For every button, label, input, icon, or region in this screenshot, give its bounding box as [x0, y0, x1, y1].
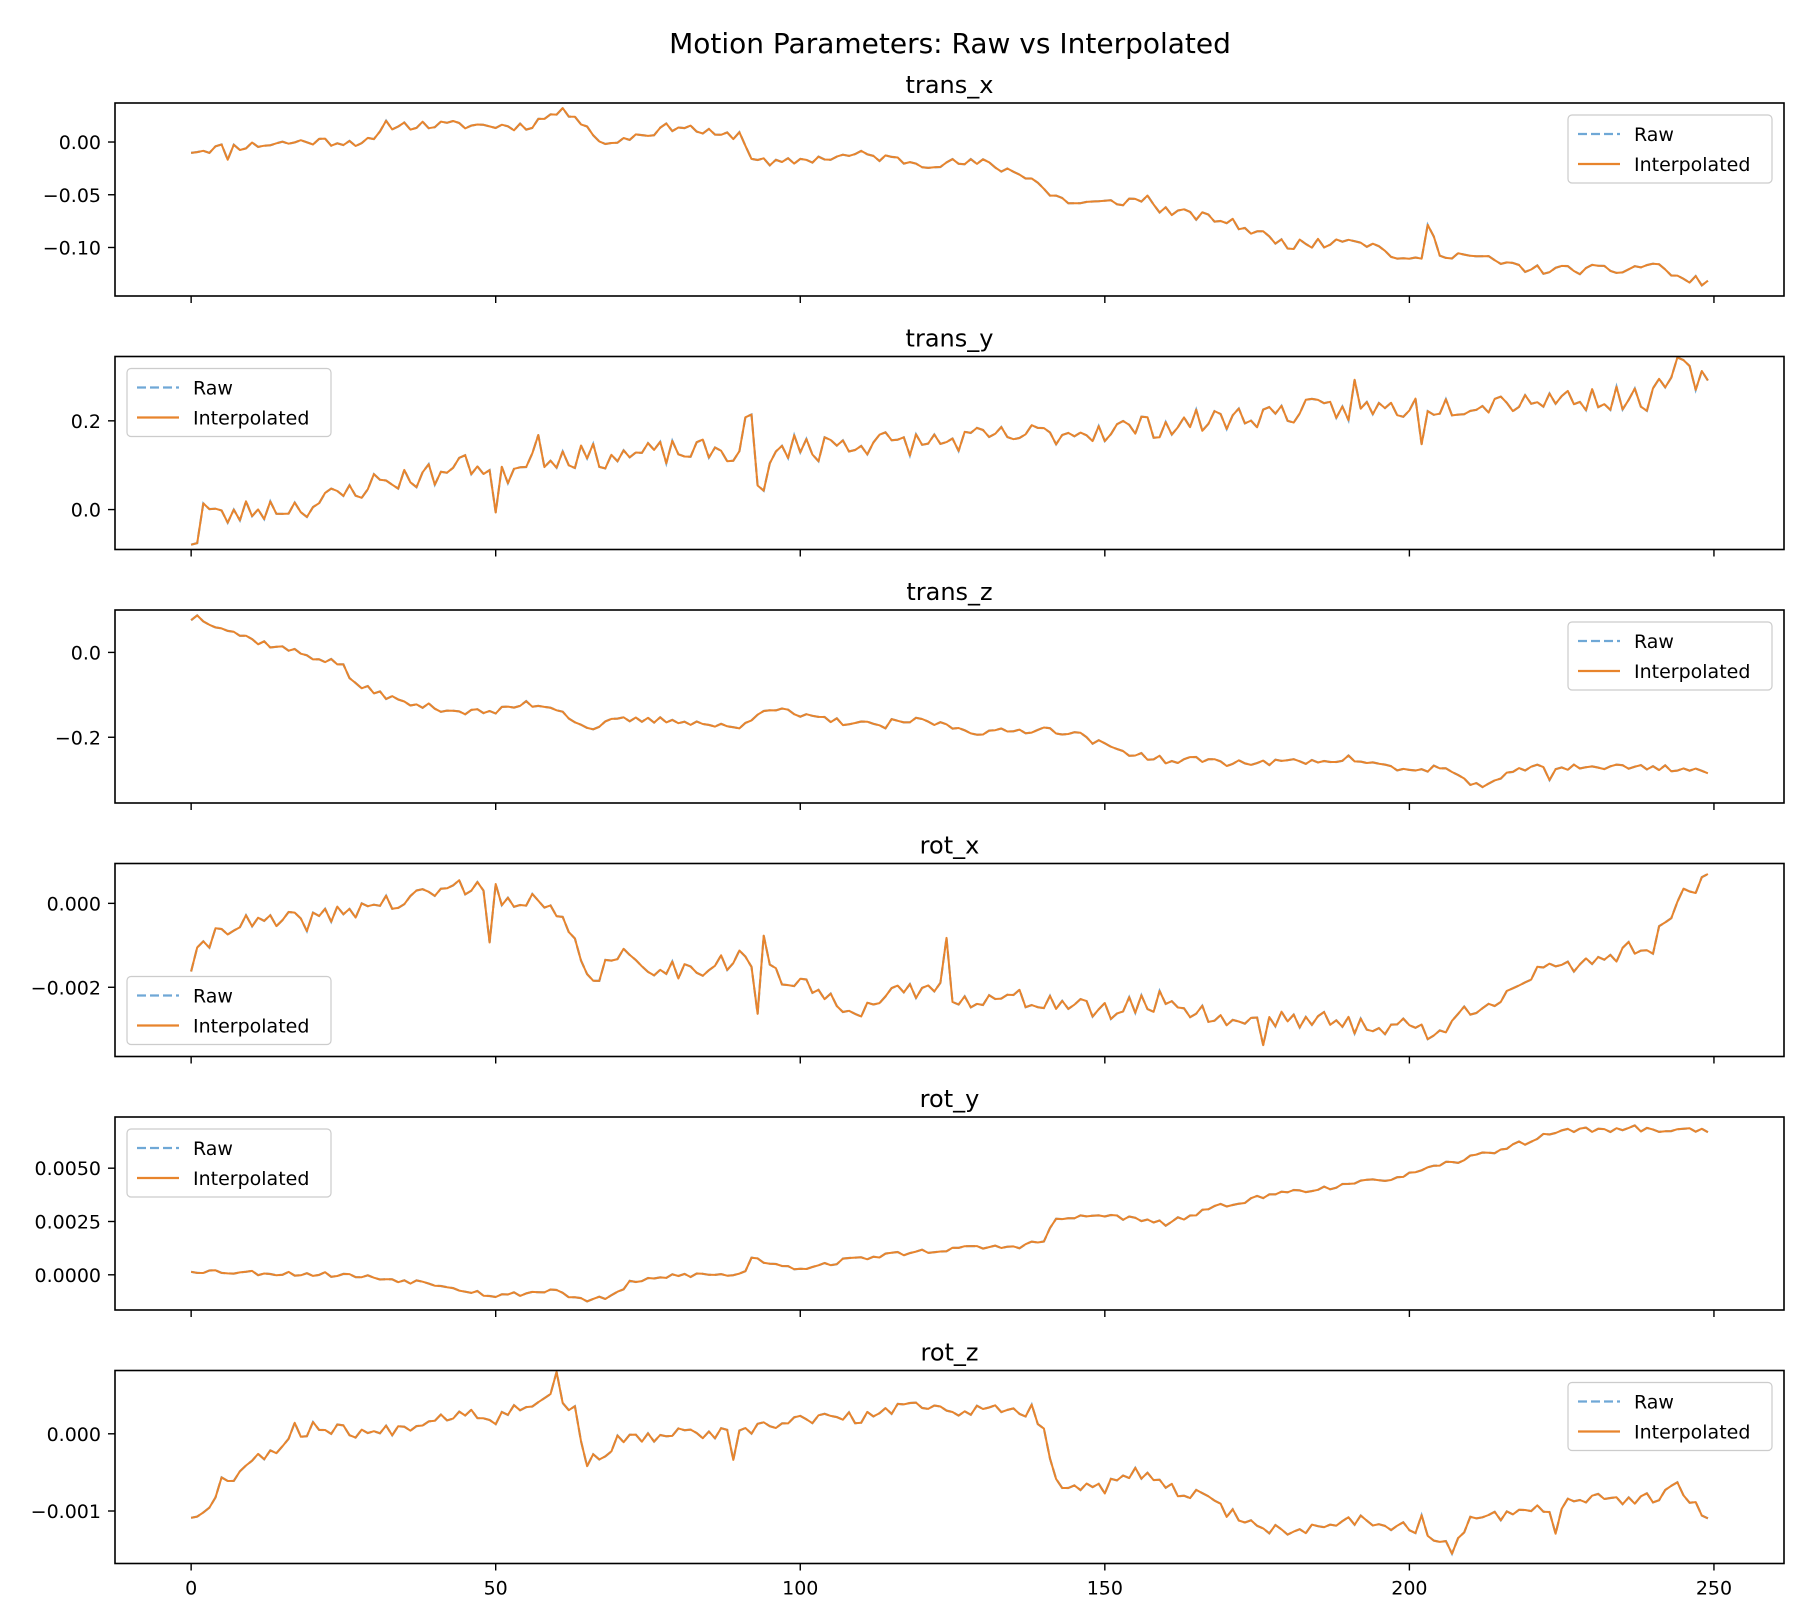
legend: Raw Interpolated: [126, 1128, 332, 1198]
legend-item-interpolated-label: Interpolated: [193, 1168, 309, 1190]
y-tick-label: −0.10: [43, 237, 101, 259]
subplot-title: trans_y: [906, 325, 994, 353]
legend-box: [1567, 1381, 1773, 1452]
series-line-raw: [190, 356, 1709, 546]
y-tick-label: 0.0000: [35, 1265, 101, 1287]
axes-frame: [114, 1369, 1785, 1565]
series-line-raw: [190, 613, 1709, 789]
y-tick-label: −0.2: [55, 727, 101, 749]
x-tick-label: 50: [484, 1578, 508, 1600]
subplot-rot-x: rot_x −0.002 0.000 Raw Interpolated: [31, 832, 1785, 1064]
axes-frame: [114, 862, 1785, 1058]
axes-frame: [114, 1116, 1785, 1311]
legend-item-raw-label: Raw: [193, 986, 233, 1008]
subplots: trans_x−0.10−0.050.00 RawInterpolatedtran…: [31, 71, 1785, 1600]
subplot-trans-y: trans_y 0.0 0.2 Raw Interpolated: [71, 325, 1785, 557]
x-tick-label: 200: [1391, 1578, 1427, 1600]
axes-frame: [114, 102, 1785, 297]
axes-frame: [114, 609, 1785, 804]
y-tick-label: 0.000: [47, 1424, 101, 1446]
x-tick-label: 100: [782, 1578, 818, 1600]
subplot-rot-z: rot_z 0 50 100 150 200 250 −0.001 0.000 Raw Interp…: [31, 1339, 1785, 1600]
x-tick-label: 250: [1696, 1578, 1732, 1600]
y-tick-label: 0.00: [59, 132, 101, 154]
x-tick-label: 150: [1087, 1578, 1123, 1600]
legend-item-raw-label: Raw: [1634, 124, 1674, 146]
series-line-interpolated: [190, 1370, 1709, 1555]
y-tick-label: 0.0050: [35, 1158, 101, 1180]
legend-item-raw-label: Raw: [1634, 1392, 1674, 1414]
legend-item-raw-label: Raw: [1634, 631, 1674, 653]
series-line-interpolated: [190, 1124, 1709, 1303]
subplot-title: rot_z: [920, 1339, 978, 1367]
legend-item-interpolated-label: Interpolated: [1634, 154, 1750, 176]
legend: Raw Interpolated: [126, 367, 332, 438]
x-tick-label: 0: [185, 1578, 197, 1600]
y-tick-label: 0.0: [71, 642, 101, 664]
subplot-title: trans_z: [906, 578, 992, 606]
subplot-title: rot_x: [920, 832, 980, 860]
series-line-interpolated: [190, 614, 1709, 789]
subplot-title: rot_y: [920, 1085, 980, 1113]
figure-title: Motion Parameters: Raw vs Interpolated: [669, 27, 1231, 60]
legend-box: [1567, 114, 1773, 184]
y-tick-label: −0.05: [43, 185, 101, 207]
y-tick-label: 0.0: [71, 500, 101, 522]
y-tick-label: −0.002: [31, 977, 101, 999]
y-tick-label: −0.001: [31, 1501, 101, 1523]
series-line-interpolated: [190, 356, 1709, 546]
legend-item-interpolated-label: Interpolated: [193, 1016, 309, 1038]
legend-box: [1567, 621, 1773, 691]
series-line-raw: [190, 1371, 1709, 1557]
legend-item-interpolated-label: Interpolated: [193, 408, 309, 430]
legend: Raw Interpolated: [1567, 621, 1773, 691]
series-line-interpolated: [190, 873, 1709, 1047]
subplot-trans-z: trans_z −0.2 0.0 Raw Interpolated: [55, 578, 1785, 810]
legend: Raw Interpolated: [126, 975, 332, 1046]
y-tick-label: 0.2: [71, 411, 101, 433]
legend-box: [126, 1128, 332, 1198]
axes-frame: [114, 355, 1785, 551]
legend: Raw Interpolated: [1567, 1381, 1773, 1452]
legend: Raw Interpolated: [1567, 114, 1773, 184]
legend-box: [126, 975, 332, 1046]
subplot-rot-y: rot_y 0.0000 0.0025 0.0050 Raw Interpolated: [35, 1085, 1785, 1317]
series-line-raw: [190, 106, 1709, 287]
legend-item-raw-label: Raw: [193, 1138, 233, 1160]
y-tick-label: 0.000: [47, 893, 101, 915]
legend-box: [126, 367, 332, 438]
legend-item-interpolated-label: Interpolated: [1634, 661, 1750, 683]
subplot-title: trans_x: [906, 71, 994, 99]
series-line-raw: [190, 1124, 1709, 1303]
subplot-trans-x: trans_x −0.10 −0.05 0.00 Raw Interpolated: [43, 71, 1785, 303]
legend-item-interpolated-label: Interpolated: [1634, 1422, 1750, 1444]
series-line-interpolated: [190, 107, 1709, 287]
y-tick-label: 0.0025: [35, 1211, 101, 1233]
legend-item-raw-label: Raw: [193, 378, 233, 400]
